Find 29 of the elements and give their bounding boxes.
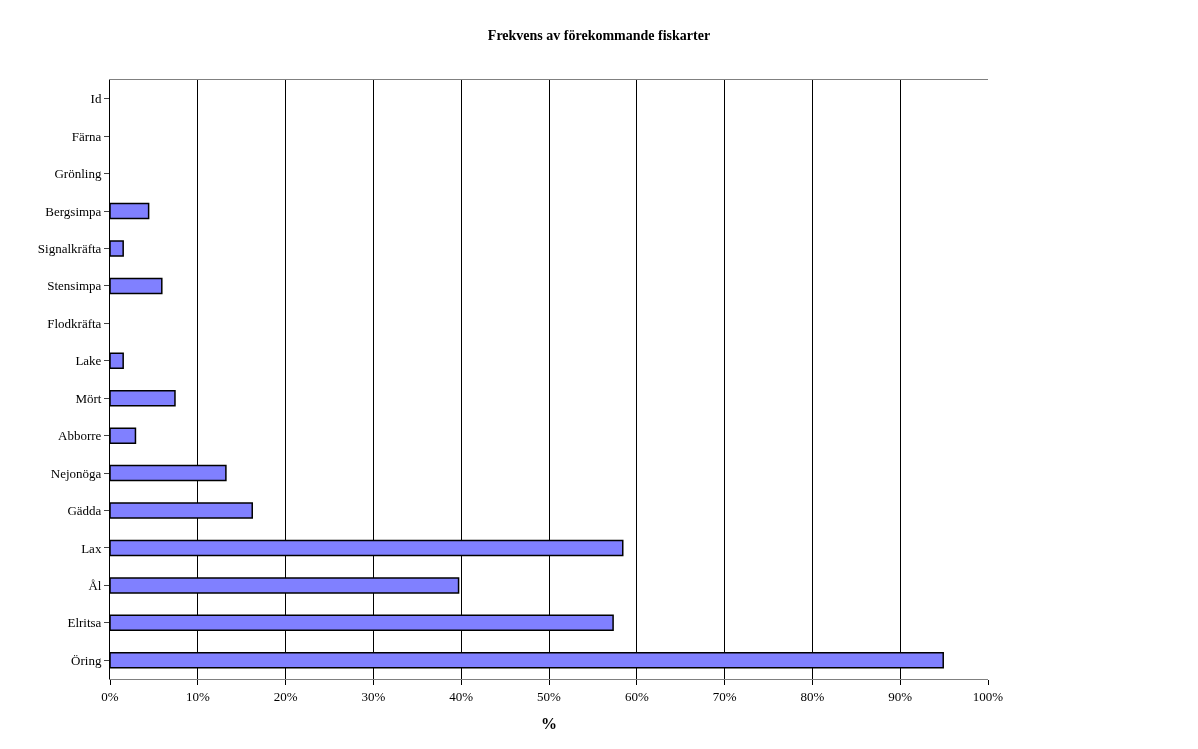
y-tick-label: Färna (71, 128, 102, 144)
x-tick-label: 20% (273, 688, 298, 704)
x-axis-title: % (541, 715, 557, 733)
y-tick-label: Gädda (67, 503, 102, 519)
x-tick-label: 90% (888, 688, 913, 704)
x-tick-label: 70% (712, 688, 737, 704)
y-tick-label: Grönling (54, 166, 102, 182)
y-tick-label: Ål (88, 577, 102, 593)
y-tick-label: Lake (75, 353, 102, 369)
chart-title: Frekvens av förekommande fiskarter (487, 27, 711, 43)
y-tick-label: Öring (71, 652, 102, 668)
x-tick-label: 80% (800, 688, 825, 704)
y-tick-label: Signalkräfta (37, 241, 102, 257)
y-tick-label: Elritsa (67, 615, 102, 631)
y-tick-label: Id (90, 91, 102, 107)
x-tick-label: 10% (185, 688, 210, 704)
x-tick-label: 100% (972, 688, 1004, 704)
y-tick-label: Abborre (58, 428, 102, 444)
y-tick-label: Stensimpa (47, 278, 102, 294)
y-tick-label: Mört (75, 390, 102, 406)
x-tick-label: 30% (361, 688, 386, 704)
y-tick-label: Lax (81, 540, 102, 556)
y-tick-label: Bergsimpa (45, 203, 102, 219)
x-tick-label: 50% (537, 688, 562, 704)
x-tick-label: 60% (624, 688, 649, 704)
x-tick-label: 40% (449, 688, 474, 704)
y-tick-label: Nejonöga (50, 465, 102, 481)
y-tick-label: Flodkräfta (47, 315, 102, 331)
x-tick-label: 0% (101, 688, 119, 704)
